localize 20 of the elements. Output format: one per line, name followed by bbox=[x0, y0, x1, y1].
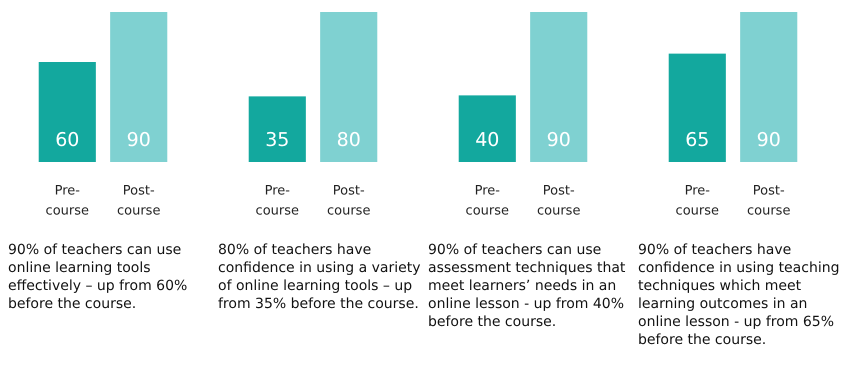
text: 90% of teachers can use assessment techniques that meet learners’ needs in an online lesson - up from 40% before the course. bbox=[428, 241, 626, 331]
data-label: 65 bbox=[685, 129, 710, 151]
data-label: 60 bbox=[55, 129, 80, 151]
data-label: 90 bbox=[756, 129, 781, 151]
x-tick-label: Post- course bbox=[746, 184, 790, 218]
x-tick-label: Post- course bbox=[116, 184, 160, 218]
text: 90% of teachers can use online learning tools effectively – up from 60% before the course. bbox=[8, 241, 188, 313]
data-label: 35 bbox=[265, 129, 290, 151]
data-label: 80 bbox=[336, 129, 361, 151]
x-tick-label: Post- course bbox=[536, 184, 580, 218]
data-label: 90 bbox=[546, 129, 571, 151]
data-label: 90 bbox=[126, 129, 151, 151]
x-tick-label: Pre- course bbox=[46, 184, 90, 218]
x-tick-label: Pre- course bbox=[466, 184, 510, 218]
data-label: 40 bbox=[475, 129, 500, 151]
x-tick-label: Post- course bbox=[326, 184, 370, 218]
text: 90% of teachers have confidence in using teaching techniques which meet learning outcomes in an online lesson - up from 65% before the course. bbox=[638, 241, 840, 349]
x-tick-label: Pre- course bbox=[676, 184, 720, 218]
x-tick-label: Pre- course bbox=[256, 184, 300, 218]
text: 80% of teachers have confidence in using a variety of online learning tools – up from 35% before the course. bbox=[218, 241, 422, 313]
